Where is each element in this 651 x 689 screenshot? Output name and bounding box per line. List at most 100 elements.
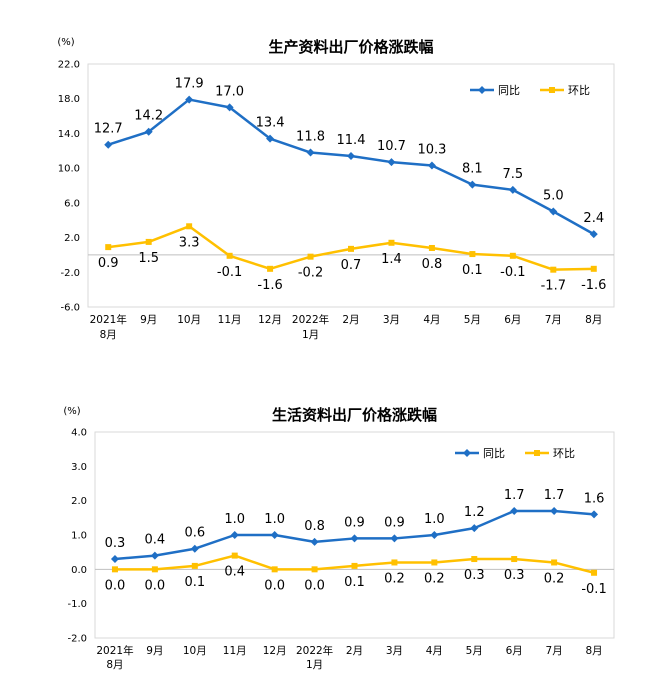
legend-label-mom: 环比 [553, 447, 575, 460]
x-tick-label: 5月 [464, 314, 481, 326]
y-tick-label: 2.0 [64, 233, 80, 244]
data-point-yoy [510, 506, 519, 515]
data-point-yoy [310, 537, 319, 546]
data-label-mom: 0.0 [105, 578, 126, 593]
data-point-yoy [549, 207, 558, 216]
data-label-yoy: 11.4 [337, 133, 366, 148]
x-tick-label: 6月 [504, 314, 521, 326]
data-label-yoy: 1.7 [504, 488, 525, 503]
data-point-mom [267, 265, 274, 272]
data-label-yoy: 0.9 [384, 515, 405, 530]
data-point-mom [591, 569, 598, 576]
data-label-mom: 0.9 [98, 256, 119, 271]
x-tick-label: 7月 [545, 314, 562, 326]
data-label-mom: 0.7 [341, 258, 362, 273]
data-label-yoy: 5.0 [543, 189, 564, 204]
data-label-yoy: 7.5 [503, 167, 524, 182]
data-point-yoy [185, 95, 194, 104]
data-point-mom [391, 559, 398, 566]
data-label-mom: 0.0 [264, 578, 285, 593]
data-point-mom [550, 266, 557, 273]
data-point-mom [307, 253, 314, 260]
data-label-yoy: 17.0 [215, 84, 244, 99]
y-tick-label: -2.0 [67, 634, 87, 645]
data-point-yoy [350, 534, 359, 543]
data-point-mom [271, 566, 278, 573]
data-point-yoy [230, 531, 239, 539]
data-label-yoy: 1.0 [264, 512, 285, 527]
legend-label-yoy: 同比 [483, 447, 505, 460]
data-label-mom: -1.7 [541, 279, 566, 294]
y-tick-label: -2.0 [60, 268, 80, 279]
y-tick-label: 0.0 [71, 565, 87, 576]
data-label-yoy: 0.3 [105, 536, 126, 551]
data-label-mom: 0.1 [344, 575, 365, 590]
data-point-yoy [306, 148, 315, 157]
data-point-yoy [590, 510, 599, 519]
data-label-mom: 0.3 [504, 568, 525, 583]
data-point-mom [511, 556, 518, 563]
x-tick-label-line2: 8月 [106, 659, 123, 671]
data-label-mom: 0.2 [544, 571, 565, 586]
x-tick-label: 7月 [546, 645, 563, 657]
chart-producer-goods: 生产资料出厂价格涨跌幅 (%) 22.0 18.0 14.0 10.0 6.0 2.0 -2.0… [57, 37, 615, 341]
data-label-mom: 0.8 [422, 257, 443, 272]
data-label-yoy: 1.0 [224, 512, 245, 527]
data-label-yoy: 0.9 [344, 515, 365, 530]
data-label-yoy: 0.4 [145, 533, 166, 548]
plot-area [87, 63, 615, 308]
x-tick-label: 2021年 [90, 313, 127, 326]
data-point-mom [351, 562, 358, 569]
data-point-mom [186, 223, 193, 230]
y-tick-label: 14.0 [58, 129, 80, 140]
data-point-yoy [190, 544, 199, 553]
y-tick-label: 18.0 [58, 94, 80, 105]
data-label-mom: 0.4 [224, 565, 245, 580]
data-point-mom [191, 562, 198, 569]
data-label-yoy: 12.7 [94, 122, 123, 137]
y-axis-unit: (%) [57, 37, 74, 48]
x-tick-label: 2022年 [296, 644, 333, 657]
chart-consumer-goods: 生活资料出厂价格涨跌幅 (%) 4.0 3.0 2.0 1.0 0.0 -1.0 -2.0 202… [63, 406, 615, 671]
data-point-yoy [110, 555, 119, 564]
data-point-mom [471, 556, 478, 563]
data-point-yoy [390, 534, 399, 543]
y-tick-label: 22.0 [58, 60, 80, 71]
x-tick-label: 4月 [426, 645, 443, 657]
y-tick-label: 10.0 [58, 164, 80, 175]
x-tick-label: 5月 [466, 645, 483, 657]
data-point-mom [469, 251, 476, 258]
y-tick-label: -6.0 [60, 303, 80, 314]
legend-marker-mom [549, 87, 555, 93]
data-point-mom [231, 552, 238, 559]
data-point-yoy [266, 134, 275, 143]
data-label-mom: -0.1 [217, 265, 242, 280]
x-tick-label: 3月 [383, 314, 400, 326]
x-tick-label: 12月 [263, 645, 287, 657]
x-tick-label-line2: 8月 [100, 329, 117, 341]
x-tick-label: 12月 [258, 314, 282, 326]
legend-marker-yoy [463, 449, 471, 457]
data-point-mom [151, 566, 158, 573]
legend-label-mom: 环比 [568, 84, 590, 97]
data-label-yoy: 2.4 [583, 211, 604, 226]
data-label-mom: 0.0 [145, 578, 166, 593]
data-label-mom: 0.0 [304, 578, 325, 593]
y-tick-label: 4.0 [71, 428, 87, 439]
data-point-yoy [104, 140, 113, 149]
y-tick-label: 3.0 [71, 462, 87, 473]
x-tick-label: 8月 [585, 314, 602, 326]
data-point-yoy [430, 531, 439, 539]
data-point-mom [590, 265, 597, 272]
data-label-mom: 3.3 [179, 235, 200, 250]
data-label-yoy: 8.1 [462, 162, 483, 177]
data-label-mom: 0.2 [384, 571, 405, 586]
data-label-mom: 1.4 [381, 252, 402, 267]
data-point-mom [105, 244, 112, 251]
data-label-yoy: 14.2 [134, 109, 163, 124]
data-label-mom: 0.1 [462, 263, 483, 278]
x-tick-label: 4月 [423, 314, 440, 326]
data-point-yoy [508, 185, 517, 194]
